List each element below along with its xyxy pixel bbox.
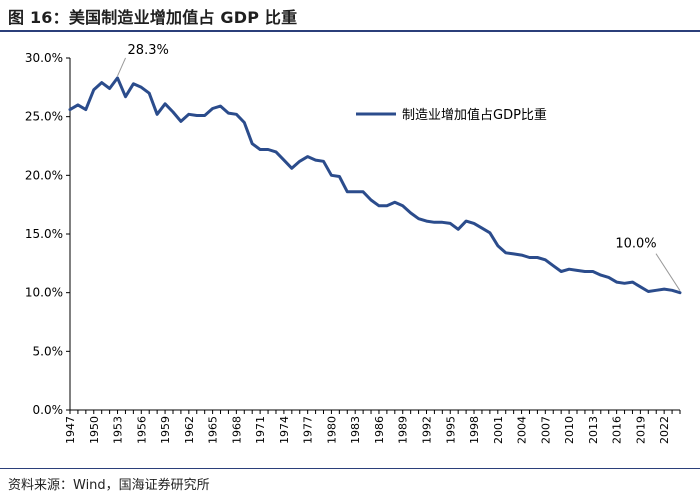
x-tick-label: 2001 bbox=[492, 416, 505, 444]
x-tick-label: 2010 bbox=[563, 416, 576, 444]
x-tick-label: 1986 bbox=[373, 416, 386, 444]
line-chart: 0.0% 5.0% 10.0% 15.0% 20.0% 25.0% 30.0% 1947 195… bbox=[25, 43, 682, 444]
y-tick-label: 20.0% bbox=[25, 168, 63, 182]
x-tick-label: 1995 bbox=[444, 416, 457, 444]
x-tick-label: 1977 bbox=[302, 416, 315, 444]
x-tick-label: 1956 bbox=[135, 416, 148, 444]
x-tick-label: 1971 bbox=[254, 416, 267, 444]
annotation-leader bbox=[117, 57, 126, 77]
x-tick-label: 2004 bbox=[516, 416, 529, 444]
x-tick-label: 1980 bbox=[325, 416, 338, 444]
x-tick-label: 2013 bbox=[587, 416, 600, 444]
x-tick-label: 2022 bbox=[658, 416, 671, 444]
y-tick-label: 30.0% bbox=[25, 51, 63, 65]
x-tick-label: 1959 bbox=[159, 416, 172, 444]
x-tick-label: 1953 bbox=[112, 416, 125, 444]
y-tick-label: 10.0% bbox=[25, 286, 63, 300]
annotation-leader bbox=[655, 253, 681, 291]
y-tick-label: 0.0% bbox=[33, 403, 64, 417]
x-tick-label: 1947 bbox=[64, 416, 77, 444]
y-tick-label: 15.0% bbox=[25, 227, 63, 241]
x-tick-label: 1965 bbox=[207, 416, 220, 444]
legend-label: 制造业增加值占GDP比重 bbox=[402, 107, 547, 123]
x-tick-label: 1974 bbox=[278, 416, 291, 444]
series-line bbox=[68, 76, 682, 295]
annotation-peak: 28.3% bbox=[128, 43, 169, 58]
x-tick-label: 1983 bbox=[349, 416, 362, 444]
x-tick-label: 1968 bbox=[230, 416, 243, 444]
x-tick-label: 1992 bbox=[420, 416, 433, 444]
x-tick-label: 2007 bbox=[539, 416, 552, 444]
x-tick-label: 2016 bbox=[611, 416, 624, 444]
x-tick-label: 1989 bbox=[397, 416, 410, 444]
annotation-latest: 10.0% bbox=[615, 237, 656, 252]
title-divider bbox=[0, 30, 700, 32]
y-tick-label: 5.0% bbox=[33, 344, 64, 358]
x-tick-label: 1950 bbox=[88, 416, 101, 444]
y-tick-label: 25.0% bbox=[25, 110, 63, 124]
source-note: 资料来源：Wind，国海证券研究所 bbox=[8, 478, 210, 493]
footer-divider bbox=[0, 468, 700, 469]
figure-title: 图 16：美国制造业增加值占 GDP 比重 bbox=[8, 8, 298, 27]
x-tick-label: 1962 bbox=[183, 416, 196, 444]
x-tick-label: 1998 bbox=[468, 416, 481, 444]
x-tick-label: 2019 bbox=[634, 416, 647, 444]
